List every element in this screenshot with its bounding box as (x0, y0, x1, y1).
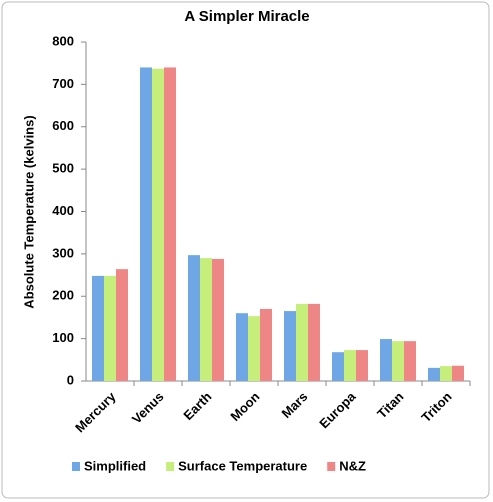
legend-label: Surface Temperature (178, 458, 307, 473)
bar (104, 275, 116, 381)
y-axis-title: Absolute Temperature (kelvins) (21, 115, 36, 308)
bar (332, 352, 344, 381)
y-tick-label: 0 (67, 372, 74, 387)
bar (284, 311, 296, 381)
bar (116, 269, 128, 381)
bar (308, 303, 320, 381)
bar (140, 67, 152, 382)
legend-label: Simplified (84, 458, 146, 473)
bar (428, 367, 440, 381)
y-tick-label: 300 (52, 245, 74, 260)
y-tick-label: 600 (52, 118, 74, 133)
bar (188, 255, 200, 381)
bar (200, 258, 212, 381)
bar (404, 341, 416, 381)
bar (164, 67, 176, 382)
chart-title: A Simpler Miracle (184, 8, 309, 25)
bar (236, 313, 248, 381)
y-tick-label: 800 (52, 33, 74, 48)
bar (344, 350, 356, 381)
bar (296, 303, 308, 381)
y-tick-label: 100 (52, 330, 74, 345)
y-tick-label: 700 (52, 76, 74, 91)
bar (212, 258, 224, 381)
legend-marker (72, 462, 80, 471)
legend-marker (327, 462, 336, 471)
legend-marker (166, 462, 175, 471)
bar (152, 68, 164, 381)
y-tick-label: 400 (52, 203, 74, 218)
bar (380, 339, 392, 381)
y-tick-label: 500 (52, 161, 74, 176)
bar (440, 366, 452, 381)
legend-label: N&Z (339, 458, 366, 473)
bar (248, 316, 260, 381)
bar (452, 365, 464, 381)
bar (392, 341, 404, 381)
bar (260, 308, 272, 381)
y-tick-label: 200 (52, 288, 74, 303)
bar (356, 350, 368, 381)
bar (92, 275, 104, 381)
